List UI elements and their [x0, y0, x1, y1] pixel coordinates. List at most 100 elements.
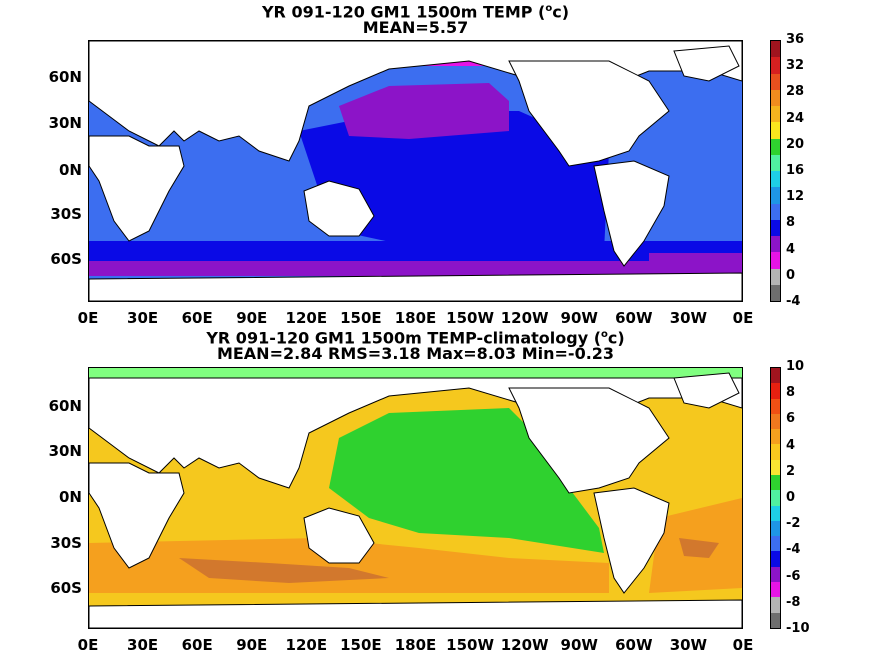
- panel2-colorbar-segment: [771, 459, 780, 475]
- panel2-colorbar-segment: [771, 612, 780, 628]
- panel1-pacific-deep: [299, 111, 609, 251]
- panel2-lon-label: 120E: [285, 636, 328, 654]
- panel2-lon-label: 120W: [500, 636, 549, 654]
- panel1-colorbar-segment: [771, 41, 780, 58]
- panel2-lon-label: 180E: [394, 636, 437, 654]
- panel2-title-line1: YR 091-120 GM1 1500m TEMP-climatology (o…: [206, 328, 625, 348]
- panel2-colorbar-label: -6: [786, 568, 801, 584]
- panel2-colorbar-label: 10: [786, 359, 805, 374]
- panel2-colorbar-label: -2: [786, 516, 801, 532]
- panel2-colorbar-label: 0: [786, 490, 796, 505]
- panel2-title-line2: MEAN=2.84 RMS=3.18 Max=8.03 Min=-0.23: [216, 344, 615, 363]
- panel1-lon-label: 60E: [181, 309, 213, 327]
- panel1-colorbar-segment: [771, 236, 780, 253]
- panel1-colorbar-label: 24: [786, 110, 805, 126]
- panel2-colorbar-segment: [771, 383, 780, 399]
- panel2-colorbar-segment: [771, 551, 780, 567]
- panel1-colorbar-segment: [771, 219, 780, 236]
- panel1-lon-label: 120E: [285, 309, 328, 327]
- panel2-colorbar-segment: [771, 368, 780, 384]
- panel2-lon-label: 30W: [669, 636, 708, 654]
- panel1-lat-30n: 30N: [48, 114, 82, 132]
- panel2-colorbar-segment: [771, 398, 780, 414]
- panel1-colorbar-segment: [771, 171, 780, 188]
- panel1-colorbar-segment: [771, 57, 780, 74]
- panel2-colorbar-label: -10: [786, 621, 810, 636]
- panel1-colorbar-segment: [771, 268, 780, 285]
- panel2-lon-label: 0E: [77, 636, 99, 654]
- panel1-colorbar-segment: [771, 138, 780, 155]
- panel2-lon-label: 30E: [127, 636, 159, 654]
- panel1-colorbar-segment: [771, 89, 780, 106]
- panel1-lon-label: 120W: [500, 309, 549, 327]
- panel1-title-line1: YR 091-120 GM1 1500m TEMP (oc): [261, 2, 570, 22]
- panel1-colorbar-segment: [771, 187, 780, 204]
- panel1-lon-label: 150W: [446, 309, 494, 327]
- panel1-colorbar-segment: [771, 203, 780, 220]
- panel2-lat-60s: 60S: [50, 579, 82, 597]
- panel1-colorbar-label: 36: [786, 32, 805, 47]
- panel2-colorbar-label: 6: [786, 411, 796, 427]
- panel1-colorbar-segment: [771, 154, 780, 171]
- panel2-colorbar-segment: [771, 444, 780, 460]
- panel2-colorbar-segment: [771, 429, 780, 445]
- panel1-lon-label: 90W: [560, 309, 598, 327]
- panel1-colorbar-segment: [771, 284, 780, 301]
- panel1-map: [88, 40, 743, 302]
- panel1-lon-label: 30W: [669, 309, 708, 327]
- panel2-colorbar-label: 4: [786, 437, 796, 453]
- panel1-south-purple: [89, 261, 742, 276]
- panel1-colorbar: [770, 40, 781, 302]
- panel1-colorbar-label: 0: [786, 267, 796, 283]
- panel2-colorbar-segment: [771, 474, 780, 491]
- panel1-south-band: [89, 241, 742, 261]
- panel1-lat-0n: 0N: [59, 161, 82, 179]
- panel1-colorbar-segment: [771, 73, 780, 90]
- panel1-lon-label: 0E: [732, 309, 754, 327]
- panel2-colorbar-segment: [771, 566, 780, 582]
- panel2-southern-hot: [179, 558, 389, 583]
- panel2-lat-0n: 0N: [59, 488, 82, 506]
- panel1-colorbar-segment: [771, 122, 780, 139]
- panel1-colorbar-label: 16: [786, 163, 805, 178]
- panel1-lon-label: 30E: [127, 309, 159, 327]
- panel2-lon-label: 90W: [560, 636, 598, 654]
- panel1-lat-60n: 60N: [48, 68, 82, 86]
- panel1-colorbar-label: 4: [786, 241, 796, 257]
- panel2-map: [88, 367, 743, 629]
- panel1-colorbar-label: 20: [786, 136, 805, 152]
- panel2-colorbar-segment: [771, 490, 780, 506]
- panel1-npacific-purple: [339, 83, 509, 139]
- panel1-colorbar-segment: [771, 106, 780, 123]
- panel1-colorbar-label: 28: [786, 84, 805, 100]
- panel1-title-line2: MEAN=5.57: [362, 18, 469, 37]
- panel2-colorbar: [770, 367, 781, 629]
- panel2-colorbar-segment: [771, 581, 780, 598]
- panel1-lon-label: 60W: [615, 309, 653, 327]
- panel2-colorbar-segment: [771, 505, 780, 521]
- panel2-lon-label: 150E: [340, 636, 382, 654]
- panel1-lon-label: 180E: [394, 309, 437, 327]
- panel2-lon-label: 90E: [236, 636, 268, 654]
- panel2-colorbar-label: 8: [786, 385, 796, 401]
- panel2-lon-label: 60W: [615, 636, 653, 654]
- panel1-colorbar-label: 32: [786, 58, 805, 74]
- panel2-lon-label: 150W: [446, 636, 494, 654]
- panel2-lon-label: 0E: [732, 636, 754, 654]
- panel1-colorbar-label: -4: [786, 294, 801, 309]
- panel1-lat-60s: 60S: [50, 250, 82, 268]
- panel2-lon-label: 60E: [181, 636, 213, 654]
- panel1-lon-label: 0E: [77, 309, 99, 327]
- panel2-colorbar-label: -8: [786, 594, 801, 610]
- panel1-lat-30s: 30S: [50, 205, 82, 223]
- panel1-colorbar-label: 12: [786, 189, 805, 205]
- panel2-colorbar-segment: [771, 413, 780, 430]
- panel2-colorbar-label: 2: [786, 463, 796, 479]
- panel2-lat-30s: 30S: [50, 534, 82, 552]
- panel1-colorbar-segment: [771, 252, 780, 269]
- panel1-colorbar-label: 8: [786, 215, 796, 231]
- panel1-lon-label: 90E: [236, 309, 268, 327]
- panel2-lat-30n: 30N: [48, 442, 82, 460]
- panel2-southern-orange: [89, 538, 609, 593]
- panel2-lat-60n: 60N: [48, 397, 82, 415]
